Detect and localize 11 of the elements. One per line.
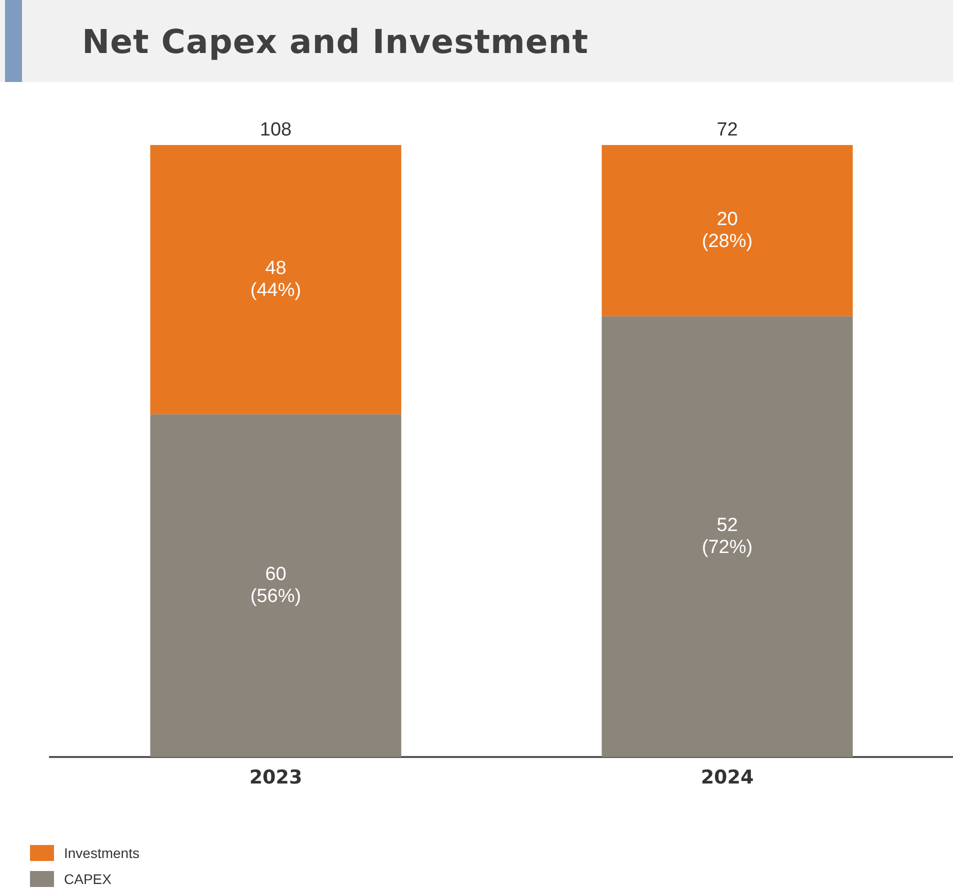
legend-label: Investments — [64, 845, 140, 861]
x-tick-label: 2024 — [700, 766, 754, 789]
chart-title: Net Capex and Investment — [82, 22, 589, 61]
annotation: 72 — [716, 120, 738, 141]
data-label: 60 (56%) — [250, 564, 302, 608]
annotation: 108 — [260, 120, 292, 141]
data-label: 48 (44%) — [250, 258, 302, 301]
x-tick-label: 2023 — [249, 766, 302, 789]
legend-label: CAPEX — [64, 871, 112, 887]
data-label: 52 (72%) — [702, 515, 753, 558]
data-label: 20 (28%) — [702, 208, 753, 252]
